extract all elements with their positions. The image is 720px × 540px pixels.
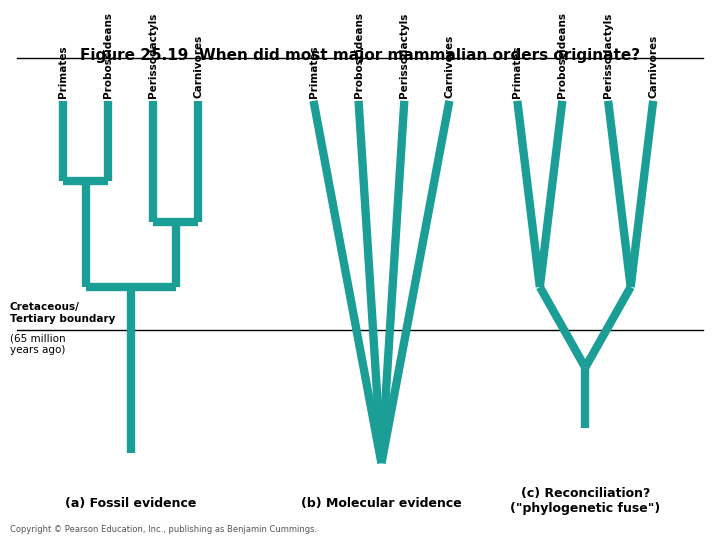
Text: Perissodactyls: Perissodactyls: [400, 13, 410, 98]
Text: Figure 25.19  When did most major mammalian orders originate?: Figure 25.19 When did most major mammali…: [80, 48, 640, 63]
Text: Carnivores: Carnivores: [444, 35, 454, 98]
Text: Perissodactyls: Perissodactyls: [603, 13, 613, 98]
Text: Carnivores: Carnivores: [194, 35, 203, 98]
Text: (a) Fossil evidence: (a) Fossil evidence: [65, 497, 197, 510]
Text: Primates: Primates: [58, 46, 68, 98]
Text: Cretaceous/
Tertiary boundary: Cretaceous/ Tertiary boundary: [9, 302, 115, 324]
Text: Primates: Primates: [513, 46, 522, 98]
Text: (b) Molecular evidence: (b) Molecular evidence: [301, 497, 462, 510]
Text: Carnivores: Carnivores: [648, 35, 658, 98]
Text: Proboscideans: Proboscideans: [354, 12, 364, 98]
Text: (65 million
years ago): (65 million years ago): [9, 334, 66, 355]
Text: Copyright © Pearson Education, Inc., publishing as Benjamin Cummings.: Copyright © Pearson Education, Inc., pub…: [9, 524, 317, 534]
Text: Primates: Primates: [308, 46, 318, 98]
Text: Perissodactyls: Perissodactyls: [148, 13, 158, 98]
Text: (c) Reconciliation?
("phylogenetic fuse"): (c) Reconciliation? ("phylogenetic fuse"…: [510, 487, 660, 515]
Text: Proboscideans: Proboscideans: [557, 12, 567, 98]
Text: Proboscideans: Proboscideans: [103, 12, 113, 98]
